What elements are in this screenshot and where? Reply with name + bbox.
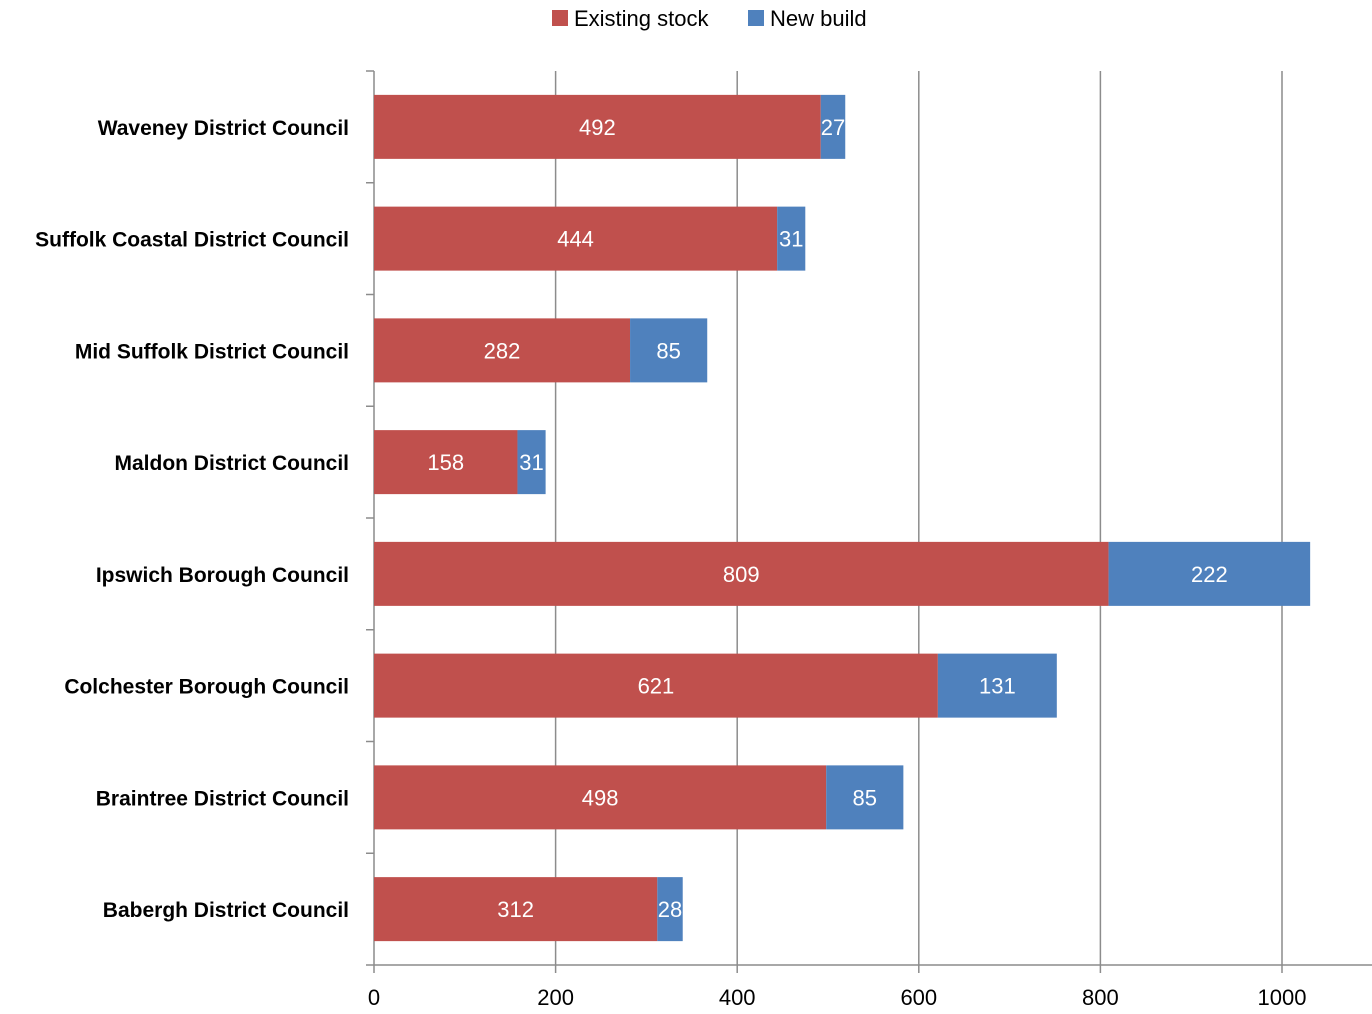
bar-existing-stock [374, 765, 827, 830]
data-label: 85 [853, 785, 877, 810]
bar-existing-stock [374, 653, 938, 718]
x-tick-label: 0 [368, 985, 380, 1010]
x-tick-label: 200 [537, 985, 574, 1010]
legend-swatch [748, 10, 764, 26]
bar-existing-stock [374, 94, 821, 159]
x-tick-label: 800 [1082, 985, 1119, 1010]
bar-new-build [777, 206, 806, 271]
data-label: 621 [638, 674, 675, 699]
data-label: 27 [821, 115, 845, 140]
bar-existing-stock [374, 541, 1109, 606]
bar-existing-stock [374, 877, 658, 942]
category-label: Braintree District Council [96, 787, 349, 810]
data-label: 492 [579, 115, 616, 140]
x-tick-label: 1000 [1258, 985, 1307, 1010]
data-label: 28 [658, 897, 682, 922]
data-label: 312 [497, 897, 534, 922]
category-label: Babergh District Council [103, 899, 349, 922]
bar-new-build [820, 94, 846, 159]
category-label: Suffolk Coastal District Council [35, 229, 349, 252]
data-label: 498 [582, 785, 619, 810]
bar-new-build [937, 653, 1057, 718]
bar-new-build [657, 877, 683, 942]
data-label: 31 [519, 450, 543, 475]
data-label: 444 [557, 227, 594, 252]
data-label: 31 [779, 227, 803, 252]
bar-new-build [630, 318, 708, 383]
bar-new-build [826, 765, 904, 830]
category-label: Maldon District Council [114, 452, 349, 475]
data-label: 131 [979, 674, 1016, 699]
bar-existing-stock [374, 430, 518, 495]
bar-new-build [517, 430, 546, 495]
category-label: Waveney District Council [98, 117, 349, 140]
bar-existing-stock [374, 206, 778, 271]
x-tick-label: 600 [900, 985, 937, 1010]
category-label: Mid Suffolk District Council [75, 340, 349, 363]
data-label: 222 [1191, 562, 1228, 587]
legend-label: New build [770, 6, 867, 31]
data-label: 282 [484, 338, 521, 363]
bar-existing-stock [374, 318, 631, 383]
legend-swatch [552, 10, 568, 26]
bar-new-build [1108, 541, 1311, 606]
data-label: 85 [656, 338, 680, 363]
data-label: 809 [723, 562, 760, 587]
data-label: 158 [427, 450, 464, 475]
x-tick-label: 400 [719, 985, 756, 1010]
legend-label: Existing stock [574, 6, 709, 31]
category-label: Ipswich Borough Council [96, 564, 349, 587]
category-label: Colchester Borough Council [64, 676, 349, 699]
